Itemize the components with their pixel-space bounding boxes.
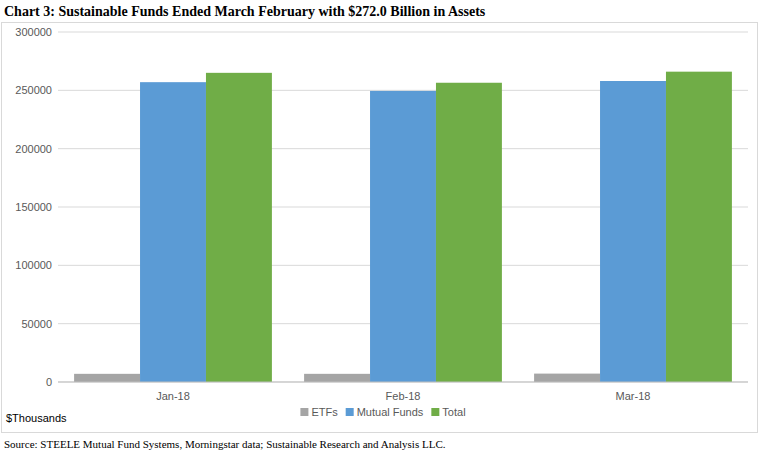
legend-label: Mutual Funds [357,406,424,418]
x-tick-label: Feb-18 [386,390,421,402]
x-tick-label: Jan-18 [156,390,190,402]
legend-swatch [300,408,308,416]
chart-frame [2,23,758,433]
y-tick-label: 250000 [15,84,52,96]
source: Source: STEELE Mutual Fund Systems, Morn… [4,438,446,450]
y-tick-label: 200000 [15,143,52,155]
y-tick-label: 150000 [15,201,52,213]
legend-label: Total [442,406,465,418]
grid-line [58,32,748,33]
y-tick-label: 0 [46,376,52,388]
bar [140,82,206,382]
y-label: $Thousands [6,412,67,424]
bar [436,83,502,382]
bars [74,72,732,382]
x-tick-label: Mar-18 [616,390,651,402]
y-tick-label: 300000 [15,26,52,38]
bar [304,374,370,382]
y-tick-label: 100000 [15,259,52,271]
bar [534,374,600,382]
bar [74,374,140,382]
bar [206,73,272,382]
legend-label: ETFs [311,406,338,418]
x-axis-line [58,382,748,383]
bar [666,72,732,382]
chart-root: Chart 3: Sustainable Funds Ended March F… [0,0,760,455]
legend-swatch [431,408,439,416]
title: Chart 3: Sustainable Funds Ended March F… [4,4,486,19]
bar [600,81,666,382]
legend: ETFs Mutual Funds Total [300,406,465,418]
y-tick-label: 50000 [21,318,52,330]
chart: Chart 3: Sustainable Funds Ended March F… [0,0,760,455]
bar [370,91,436,382]
grid-line [58,382,748,383]
legend-swatch [346,408,354,416]
